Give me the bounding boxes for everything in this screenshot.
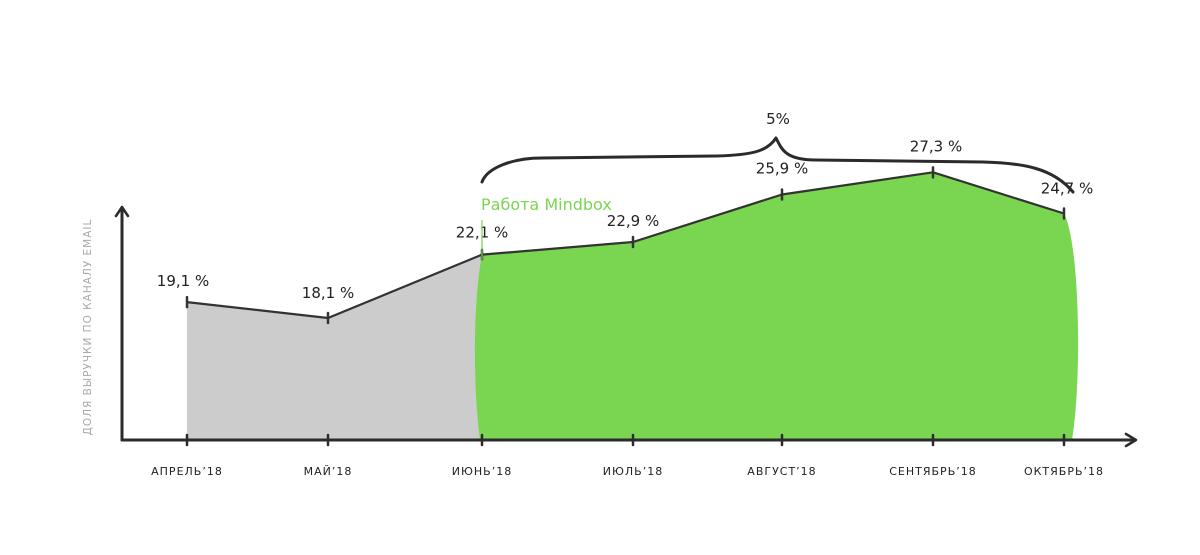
x-tick-label: АВГУСТ’18 <box>747 465 816 478</box>
value-label: 18,1 % <box>302 284 354 302</box>
y-axis-label: ДОЛЯ ВЫРУЧКИ ПО КАНАЛУ EMAIL <box>82 219 94 436</box>
area-segment-1 <box>474 172 1079 440</box>
x-ticks <box>185 433 1066 447</box>
value-label: 25,9 % <box>756 160 808 178</box>
x-axis-arrow <box>1124 432 1138 448</box>
annotation-label: Работа Mindbox <box>481 195 612 214</box>
y-axis-arrow <box>114 205 130 218</box>
area-fills <box>187 172 1079 440</box>
value-label: 27,3 % <box>910 137 962 155</box>
labels: 19,1 %18,1 %22,1 %22,9 %25,9 %27,3 %24,7… <box>151 137 1104 478</box>
brace-label: 5% <box>766 110 790 128</box>
area-segment-0 <box>187 254 482 440</box>
x-tick-label: ОКТЯБРЬ’18 <box>1024 465 1104 478</box>
x-tick-label: МАЙ’18 <box>304 465 353 478</box>
range-brace <box>480 136 1075 194</box>
value-label: 24,7 % <box>1041 179 1093 197</box>
x-tick-label: ИЮЛЬ’18 <box>603 465 663 478</box>
axes <box>114 205 1138 448</box>
annotation: Работа Mindbox 5% <box>480 110 1075 268</box>
value-label: 22,9 % <box>607 212 659 230</box>
x-tick-label: АПРЕЛЬ’18 <box>151 465 223 478</box>
x-tick-label: ИЮНЬ’18 <box>452 465 512 478</box>
x-tick-label: СЕНТЯБРЬ’18 <box>889 465 976 478</box>
value-label: 19,1 % <box>157 272 209 290</box>
